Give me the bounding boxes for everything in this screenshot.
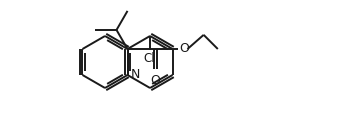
Text: N: N [131,67,140,81]
Text: O: O [180,42,189,55]
Text: O: O [151,74,161,87]
Text: Cl: Cl [143,52,155,65]
